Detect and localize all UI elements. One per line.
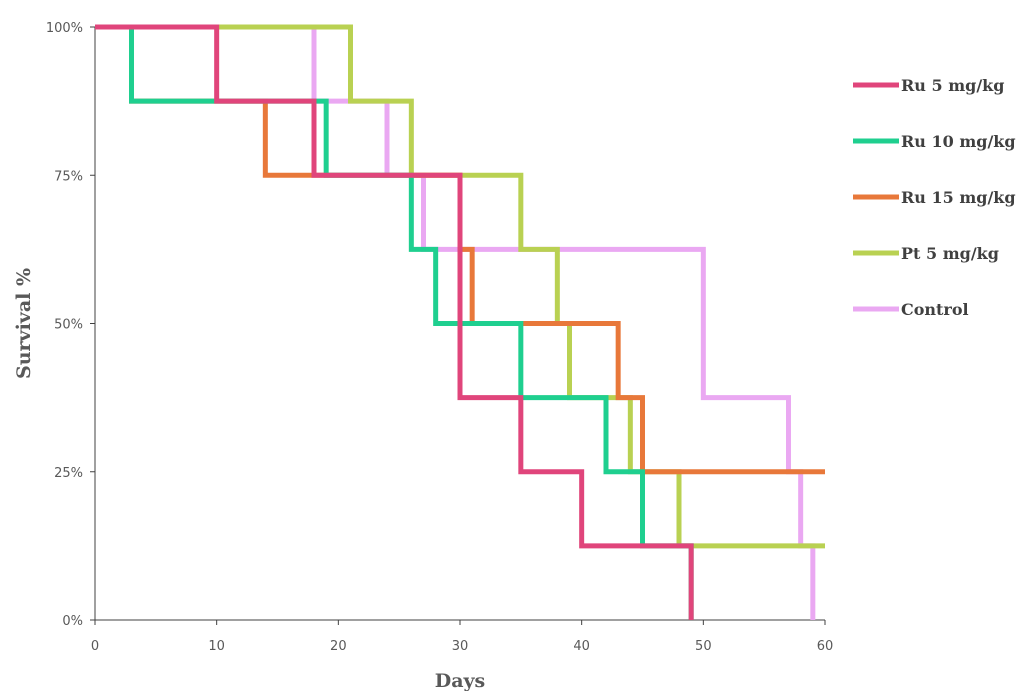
plot-area: 0% 25% 50% 75% 100% 0 10 20 30 40 50 60	[46, 21, 833, 654]
x-tick-label: 0	[91, 639, 99, 654]
y-tick-label: 0%	[62, 614, 83, 629]
legend: Ru 5 mg/kg Ru 10 mg/kg Ru 15 mg/kg Pt 5 mg/…	[853, 76, 1016, 319]
y-tick-label: 50%	[54, 318, 83, 333]
legend-item-pt-5-mg-kg: Pt 5 mg/kg	[853, 244, 999, 263]
x-tick-label: 10	[208, 639, 225, 654]
y-tick-label: 25%	[54, 466, 83, 481]
legend-label: Ru 15 mg/kg	[901, 188, 1016, 207]
legend-label: Pt 5 mg/kg	[901, 244, 999, 263]
y-tick-label: 75%	[54, 169, 83, 184]
y-axis-ticks: 0% 25% 50% 75% 100%	[46, 21, 95, 629]
x-tick-label: 50	[695, 639, 712, 654]
x-axis-title: Days	[435, 670, 486, 691]
y-tick-label: 100%	[46, 21, 83, 36]
legend-item-ru-5-mg-kg: Ru 5 mg/kg	[853, 76, 1004, 95]
legend-item-ru-15-mg-kg: Ru 15 mg/kg	[853, 188, 1016, 207]
x-tick-label: 60	[817, 639, 834, 654]
x-tick-label: 30	[452, 639, 469, 654]
series-line-ru-5-mg-kg	[95, 24, 694, 620]
series-group	[95, 24, 825, 620]
x-tick-label: 20	[330, 639, 347, 654]
series-line-control	[95, 24, 816, 620]
legend-item-ru-10-mg-kg: Ru 10 mg/kg	[853, 132, 1016, 151]
x-tick-label: 40	[573, 639, 590, 654]
y-axis-title: Survival %	[13, 268, 35, 379]
legend-label: Ru 5 mg/kg	[901, 76, 1004, 95]
legend-label: Ru 10 mg/kg	[901, 132, 1016, 151]
legend-label: Control	[901, 300, 969, 319]
x-axis-ticks: 0 10 20 30 40 50 60	[91, 620, 833, 654]
legend-item-control: Control	[853, 300, 969, 319]
